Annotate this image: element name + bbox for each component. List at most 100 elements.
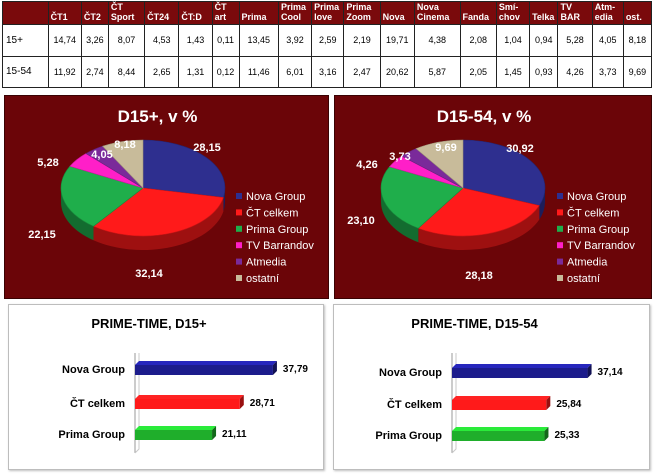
bar-category-label: Nova Group: [379, 367, 442, 379]
column-header: Fanda: [459, 1, 497, 25]
table-cell: 8,07: [107, 24, 146, 57]
column-header: ČT24: [144, 1, 180, 25]
column-header: ČT2: [80, 1, 109, 25]
row-label: 15-54: [2, 55, 49, 88]
legend-swatch: [236, 193, 242, 199]
pie-legend: Nova Group ČT celkem Prima Group TV Barrand…: [236, 191, 314, 285]
table-cell: 2,74: [80, 55, 109, 88]
pie-slice-side: [61, 188, 94, 241]
bar-chart-prime-time-d15-54: PRIME-TIME, D15-54 Nova Group 37,14 ČT celk…: [333, 304, 650, 470]
table-cell: 3,26: [80, 24, 109, 57]
legend-swatch: [557, 275, 563, 281]
table-cell: 13,45: [238, 24, 279, 57]
legend-entry: Prima Group: [567, 224, 629, 236]
table-cell: 2,65: [144, 55, 180, 88]
legend-entry: ostatní: [246, 273, 279, 285]
table-cell: 4,38: [413, 24, 461, 57]
table-cell: 0,94: [529, 24, 559, 57]
table-cell: 3,92: [277, 24, 313, 57]
legend-entry: ČT celkem: [567, 206, 619, 219]
table-header-row: ČT1 ČT2 ČT Sport ČT24 ČT:D ČT art Prima Prima Cool…: [2, 1, 653, 25]
bar-category-label: ČT celkem: [70, 397, 125, 410]
table-cell: 20,62: [379, 55, 415, 88]
bar-category-label: Nova Group: [62, 364, 125, 376]
table-cell: 0,93: [529, 55, 559, 88]
column-header: Prima love: [311, 1, 345, 25]
pie-slice: [417, 187, 540, 237]
bar-chart-svg: PRIME-TIME, D15+ Nova Group 37,79 ČT celkem…: [58, 316, 308, 454]
legend-entry: Nova Group: [246, 191, 305, 203]
table-cell: 3,73: [591, 55, 624, 88]
pie-slice: [462, 139, 546, 206]
column-header: ČT art: [211, 1, 240, 25]
table-cell: 4,53: [144, 24, 180, 57]
bar-value-label: 21,11: [222, 429, 247, 440]
bar-value-label: 25,33: [554, 430, 579, 441]
pie-slice: [60, 165, 144, 227]
column-header: Smí-chov: [495, 1, 531, 25]
legend-swatch: [236, 275, 242, 281]
table-cell: 1,45: [495, 55, 531, 88]
legend-entry: TV Barrandov: [567, 240, 635, 252]
bar-category-label: Prima Group: [58, 429, 125, 441]
pie-slice-side: [539, 188, 545, 220]
legend-entry: TV Barrandov: [246, 240, 314, 252]
table-cell: 8,18: [622, 24, 653, 57]
column-header: Prima Cool: [277, 1, 313, 25]
table-cell: 19,71: [379, 24, 415, 57]
column-header: ČT:D: [178, 1, 213, 25]
pie-value-label: 32,14: [135, 268, 163, 280]
pie-slice: [142, 139, 226, 198]
bar-category-label: ČT celkem: [387, 398, 442, 411]
bar-value-label: 25,84: [556, 399, 581, 410]
pie-slice: [92, 187, 224, 237]
axis-depth: [451, 353, 457, 454]
pie-value-label: 30,92: [506, 143, 534, 155]
table-cell: 8,44: [107, 55, 146, 88]
pie-value-label: 3,73: [389, 151, 410, 163]
table-cell: 1,31: [178, 55, 213, 88]
legend-swatch: [557, 242, 563, 249]
legend-swatch: [557, 225, 563, 232]
legend-swatch: [236, 258, 242, 265]
pie-value-label: 5,28: [37, 157, 58, 169]
table-row: 15-54 11,92 2,74 8,44 2,65 1,31 0,12 11,46 6,01 3…: [2, 55, 653, 88]
table-cell: 2,05: [459, 55, 497, 88]
legend-entry: Atmedia: [567, 257, 608, 269]
legend-swatch: [557, 258, 563, 265]
legend-swatch: [236, 209, 242, 216]
pie-slice: [102, 139, 144, 189]
pie-chart-svg: D15-54, v % 30,92 28,18 23,10 4,26 3,73 9,69 No…: [347, 107, 635, 285]
column-header: ČT Sport: [107, 1, 146, 25]
legend-swatch: [557, 193, 563, 199]
table-cell: 11,46: [238, 55, 279, 88]
table-cell: 2,19: [343, 24, 381, 57]
row-label: 15+: [2, 24, 49, 57]
legend-entry: ostatní: [567, 273, 600, 285]
pie-slice: [415, 139, 464, 189]
table-row: 15+ 14,74 3,26 8,07 4,53 1,43 0,11 13,45 3,92 2,5…: [2, 24, 653, 57]
table-cell: 4,26: [557, 55, 593, 88]
share-table: ČT1 ČT2 ČT Sport ČT24 ČT:D ČT art Prima Prima Cool…: [2, 1, 653, 88]
bar-title: PRIME-TIME, D15-54: [411, 316, 538, 331]
legend-entry: ČT celkem: [246, 206, 298, 219]
column-header: Atm-edia: [591, 1, 624, 25]
pie-title: D15-54, v %: [437, 107, 532, 126]
table-cell: 14,74: [47, 24, 82, 57]
pie-slice-side: [93, 197, 224, 250]
column-header: Prima: [238, 1, 279, 25]
column-header: Prima Zoom: [343, 1, 381, 25]
axis-depth: [134, 353, 140, 454]
bar: [135, 395, 244, 409]
pie-value-label: 8,18: [114, 139, 135, 151]
pie-legend: Nova Group ČT celkem Prima Group TV Barrand…: [557, 191, 635, 285]
bar-category-label: Prima Group: [375, 430, 442, 442]
pie-value-label: 22,15: [28, 229, 56, 241]
bar-value-label: 37,79: [283, 364, 308, 375]
bar-chart-prime-time-d15plus: PRIME-TIME, D15+ Nova Group 37,79 ČT celkem…: [8, 304, 324, 470]
pie-value-label: 9,69: [435, 142, 456, 154]
column-header: TV BAR: [557, 1, 593, 25]
bar: [452, 364, 592, 378]
table-cell: 5,28: [557, 24, 593, 57]
